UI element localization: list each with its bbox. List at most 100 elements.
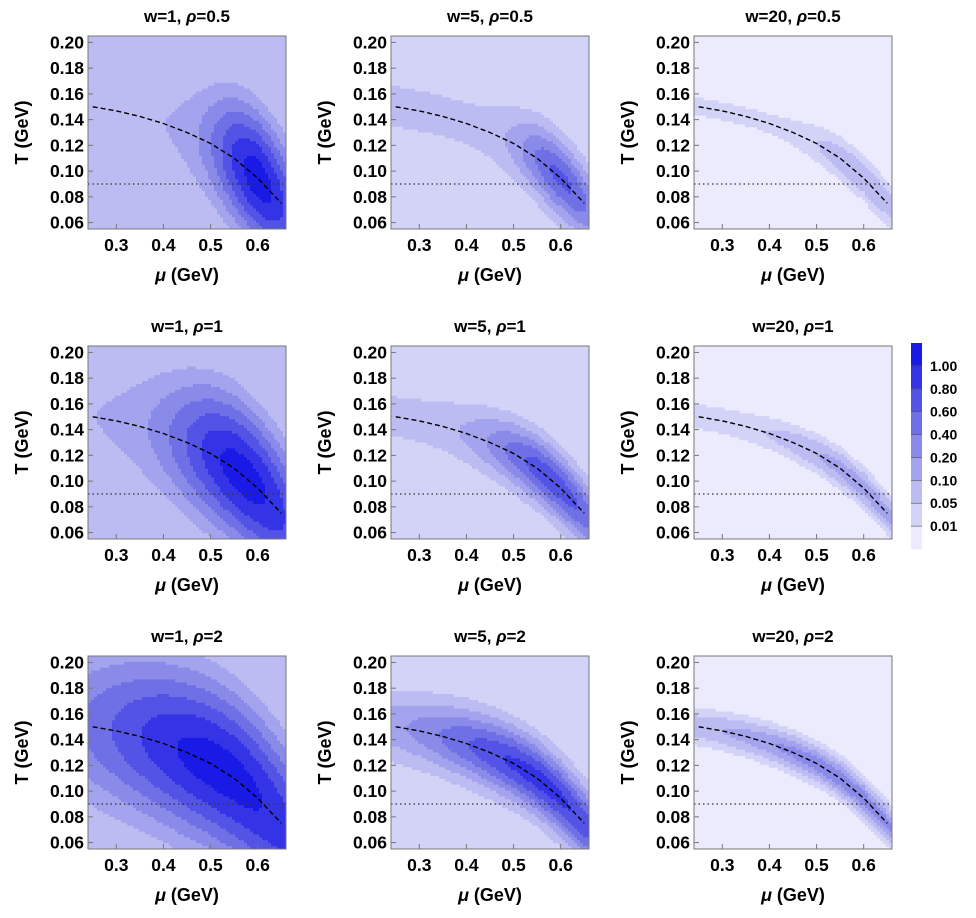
panel-title: w=5, ρ=0.5: [446, 7, 533, 26]
y-tick-label: 0.14: [656, 110, 690, 130]
dashed-curve: [92, 416, 282, 514]
colorbar-swatch: [911, 411, 922, 436]
x-tick-label: 0.5: [804, 545, 829, 565]
x-tick-label: 0.6: [549, 855, 574, 875]
x-tick-label: 0.5: [198, 545, 223, 565]
y-tick-label: 0.06: [50, 213, 84, 233]
y-axis-label: T (GeV): [12, 720, 32, 784]
y-tick-label: 0.16: [353, 394, 387, 414]
y-axis-label: T (GeV): [12, 100, 32, 164]
x-tick-label: 0.4: [151, 235, 176, 255]
colorbar-swatch: [911, 457, 922, 481]
density-contours: [694, 97, 892, 229]
x-axis-label: μ (GeV): [154, 265, 219, 285]
dashed-curve: [698, 106, 888, 204]
y-axis-label: T (GeV): [315, 100, 335, 164]
x-tick-label: 0.4: [757, 855, 782, 875]
x-tick-label: 0.6: [852, 235, 877, 255]
density-contours: [391, 346, 589, 539]
y-tick-label: 0.14: [50, 420, 84, 440]
panel-20-1: 0.06 0.08 0.10 0.12 0.14 0.16 0.18 0.20 0.3 0.4 0.…: [618, 317, 893, 595]
y-tick-label: 0.20: [656, 342, 690, 362]
panel-5-0.5: 0.06 0.08 0.10 0.12 0.14 0.16 0.18 0.20 0.3 0.4 0.…: [315, 7, 590, 285]
density-contours: [88, 36, 286, 229]
y-axis-label: T (GeV): [315, 720, 335, 784]
y-tick-label: 0.16: [656, 704, 690, 724]
y-tick-label: 0.12: [50, 445, 84, 465]
colorbar-swatch: [911, 526, 922, 550]
y-tick-label: 0.18: [353, 368, 387, 388]
colorbar-swatch: [911, 503, 922, 527]
y-tick-label: 0.10: [353, 161, 387, 181]
y-tick-label: 0.08: [50, 807, 84, 827]
y-tick-label: 0.20: [50, 652, 84, 672]
x-tick-label: 0.3: [104, 235, 129, 255]
y-tick-label: 0.10: [656, 471, 690, 491]
x-tick-label: 0.5: [501, 235, 526, 255]
panel-title: w=5, ρ=2: [453, 627, 526, 646]
y-tick-label: 0.12: [656, 135, 690, 155]
x-tick-label: 0.4: [757, 235, 782, 255]
density-contours: [391, 656, 589, 849]
y-tick-label: 0.20: [50, 32, 84, 52]
colorbar-label: 1.00: [930, 358, 957, 374]
panel-title: w=1, ρ=2: [150, 627, 223, 646]
y-tick-label: 0.16: [50, 84, 84, 104]
y-tick-label: 0.14: [353, 110, 387, 130]
x-tick-label: 0.6: [549, 235, 574, 255]
dashed-curve: [395, 416, 585, 514]
y-axis-label: T (GeV): [315, 410, 335, 474]
dashed-curve: [395, 726, 585, 824]
y-tick-label: 0.12: [656, 755, 690, 775]
colorbar-label: 0.40: [930, 427, 957, 443]
panel-title: w=20, ρ=2: [751, 627, 833, 646]
x-axis-label: μ (GeV): [154, 575, 219, 595]
x-axis-label: μ (GeV): [760, 265, 825, 285]
x-tick-label: 0.4: [454, 235, 479, 255]
density-contours: [88, 656, 286, 849]
dashed-curve: [92, 726, 282, 824]
x-tick-label: 0.3: [710, 545, 735, 565]
y-tick-label: 0.20: [353, 342, 387, 362]
y-tick-label: 0.10: [353, 781, 387, 801]
panel-1-1: 0.06 0.08 0.10 0.12 0.14 0.16 0.18 0.20 0.3 0.4 0.…: [12, 317, 287, 595]
density-contours: [88, 346, 286, 539]
x-tick-label: 0.6: [246, 235, 271, 255]
y-tick-label: 0.06: [50, 833, 84, 853]
panel-title: w=5, ρ=1: [453, 317, 526, 336]
panel-1-0.5: 0.06 0.08 0.10 0.12 0.14 0.16 0.18 0.20 0.3 0.4 0.…: [12, 7, 287, 285]
colorbar-label: 0.05: [930, 495, 957, 511]
colorbar-swatch: [911, 480, 922, 504]
x-tick-label: 0.4: [454, 855, 479, 875]
density-contours: [694, 404, 892, 539]
y-tick-label: 0.10: [656, 781, 690, 801]
x-tick-label: 0.5: [804, 235, 829, 255]
y-tick-label: 0.14: [50, 110, 84, 130]
x-tick-label: 0.3: [407, 545, 432, 565]
colorbar-label: 0.60: [930, 404, 957, 420]
plot-frame: [87, 35, 287, 230]
panel-1-2: 0.06 0.08 0.10 0.12 0.14 0.16 0.18 0.20 0.3 0.4 0.…: [12, 627, 287, 905]
y-tick-label: 0.12: [50, 135, 84, 155]
y-axis-label: T (GeV): [618, 410, 638, 474]
y-axis-label: T (GeV): [12, 410, 32, 474]
x-axis-label: μ (GeV): [154, 885, 219, 905]
x-tick-label: 0.3: [710, 235, 735, 255]
y-tick-label: 0.18: [656, 678, 690, 698]
x-tick-label: 0.3: [407, 235, 432, 255]
panel-20-0.5: 0.06 0.08 0.10 0.12 0.14 0.16 0.18 0.20 0.3 0.4 0.…: [618, 7, 893, 285]
y-tick-label: 0.08: [656, 807, 690, 827]
y-tick-label: 0.10: [50, 781, 84, 801]
y-tick-label: 0.16: [353, 84, 387, 104]
y-tick-label: 0.12: [353, 755, 387, 775]
plot-frame: [390, 35, 590, 230]
x-tick-label: 0.6: [852, 855, 877, 875]
y-tick-label: 0.06: [656, 523, 690, 543]
y-tick-label: 0.20: [656, 652, 690, 672]
x-tick-label: 0.3: [407, 855, 432, 875]
x-tick-label: 0.5: [198, 855, 223, 875]
y-tick-label: 0.06: [656, 213, 690, 233]
x-axis-label: μ (GeV): [457, 575, 522, 595]
dashed-curve: [698, 416, 888, 514]
colorbar-label: 0.01: [930, 518, 957, 534]
